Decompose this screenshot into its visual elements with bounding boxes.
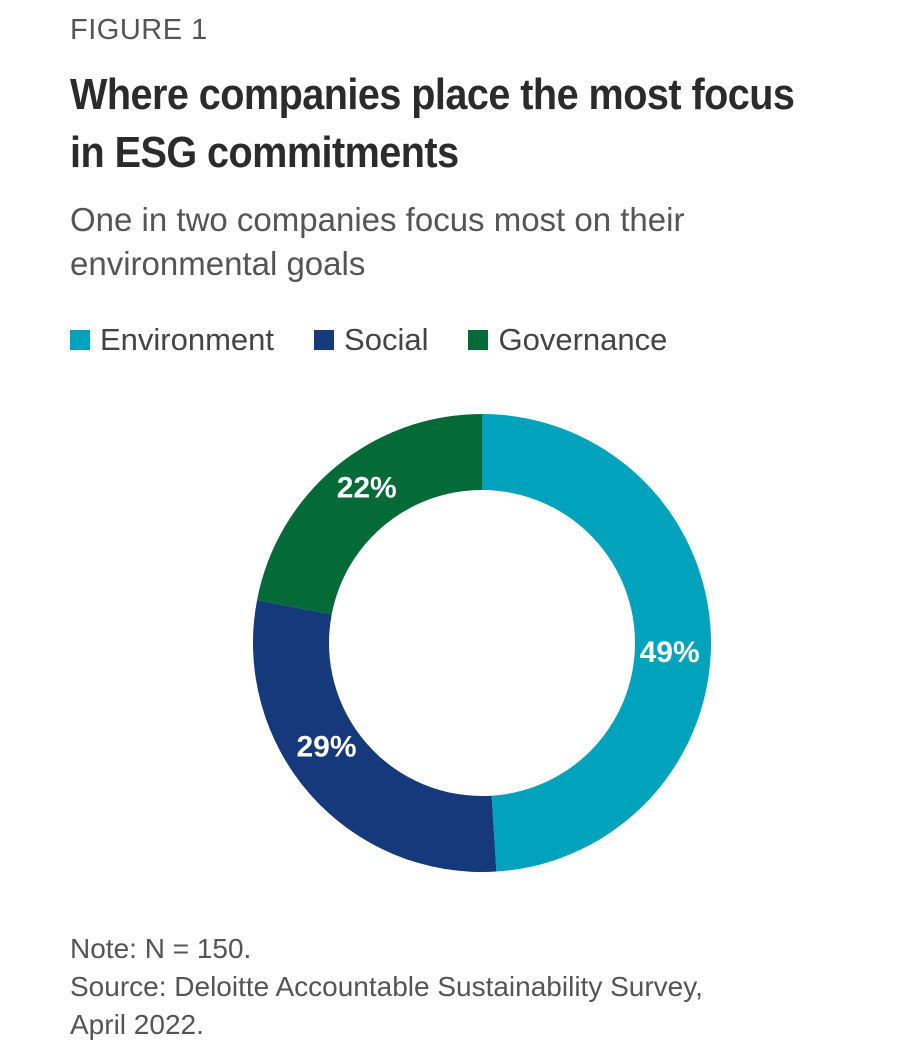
footnote: Note: N = 150. Source: Deloitte Accounta… bbox=[70, 930, 890, 1044]
legend-label-governance: Governance bbox=[498, 322, 668, 357]
figure-label: FIGURE 1 bbox=[70, 14, 208, 46]
legend-item-governance: Governance bbox=[468, 322, 667, 358]
donut-slice-environment bbox=[482, 414, 711, 872]
data-label-governance: 22% bbox=[337, 471, 397, 504]
legend-swatch-governance bbox=[468, 330, 489, 350]
legend-label-environment: Environment bbox=[100, 322, 275, 357]
legend-label-social: Social bbox=[344, 322, 429, 357]
chart-title: Where companies place the most focus in … bbox=[70, 70, 795, 177]
legend-item-environment: Environment bbox=[70, 322, 274, 358]
legend: Environment Social Governance bbox=[70, 322, 707, 358]
data-label-environment: 49% bbox=[640, 636, 700, 669]
source-text-line1: Source: Deloitte Accountable Sustainabil… bbox=[70, 971, 703, 1002]
donut-slice-social bbox=[253, 600, 497, 873]
legend-item-social: Social bbox=[314, 322, 428, 358]
data-label-social: 29% bbox=[296, 731, 356, 764]
donut-slice-governance bbox=[257, 414, 482, 615]
note-text: Note: N = 150. bbox=[70, 933, 252, 964]
legend-swatch-social bbox=[314, 330, 335, 350]
source-text-line2: April 2022. bbox=[70, 1009, 204, 1040]
chart-subtitle: One in two companies focus most on their… bbox=[70, 201, 685, 282]
legend-swatch-environment bbox=[70, 330, 90, 350]
donut-chart: 49% 29% 22% bbox=[253, 414, 711, 873]
